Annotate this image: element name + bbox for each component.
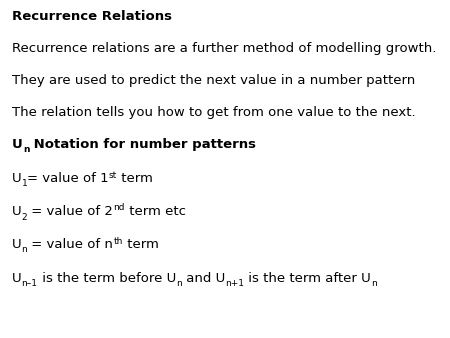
- Text: 1: 1: [22, 179, 27, 189]
- Text: n: n: [176, 280, 182, 289]
- Text: Recurrence relations are a further method of modelling growth.: Recurrence relations are a further metho…: [12, 42, 436, 55]
- Text: term: term: [122, 238, 158, 251]
- Text: = value of n: = value of n: [27, 238, 113, 251]
- Text: U: U: [12, 172, 22, 185]
- Text: n: n: [23, 145, 29, 154]
- Text: U: U: [12, 272, 22, 285]
- Text: is the term before U: is the term before U: [38, 272, 176, 285]
- Text: Notation for number patterns: Notation for number patterns: [29, 138, 256, 151]
- Text: U: U: [12, 205, 22, 218]
- Text: and U: and U: [182, 272, 225, 285]
- Text: n+1: n+1: [225, 280, 244, 289]
- Text: is the term after U: is the term after U: [244, 272, 371, 285]
- Text: th: th: [113, 237, 122, 245]
- Text: n: n: [22, 245, 27, 255]
- Text: 2: 2: [22, 213, 27, 221]
- Text: U: U: [12, 238, 22, 251]
- Text: = value of 2: = value of 2: [27, 205, 113, 218]
- Text: term etc: term etc: [125, 205, 185, 218]
- Text: term: term: [117, 172, 153, 185]
- Text: st: st: [109, 170, 117, 179]
- Text: nd: nd: [113, 203, 125, 213]
- Text: n–1: n–1: [22, 280, 38, 289]
- Text: They are used to predict the next value in a number pattern: They are used to predict the next value …: [12, 74, 415, 87]
- Text: The relation tells you how to get from one value to the next.: The relation tells you how to get from o…: [12, 106, 416, 119]
- Text: Recurrence Relations: Recurrence Relations: [12, 10, 172, 23]
- Text: = value of 1: = value of 1: [27, 172, 109, 185]
- Text: n: n: [371, 280, 376, 289]
- Text: U: U: [12, 138, 23, 151]
